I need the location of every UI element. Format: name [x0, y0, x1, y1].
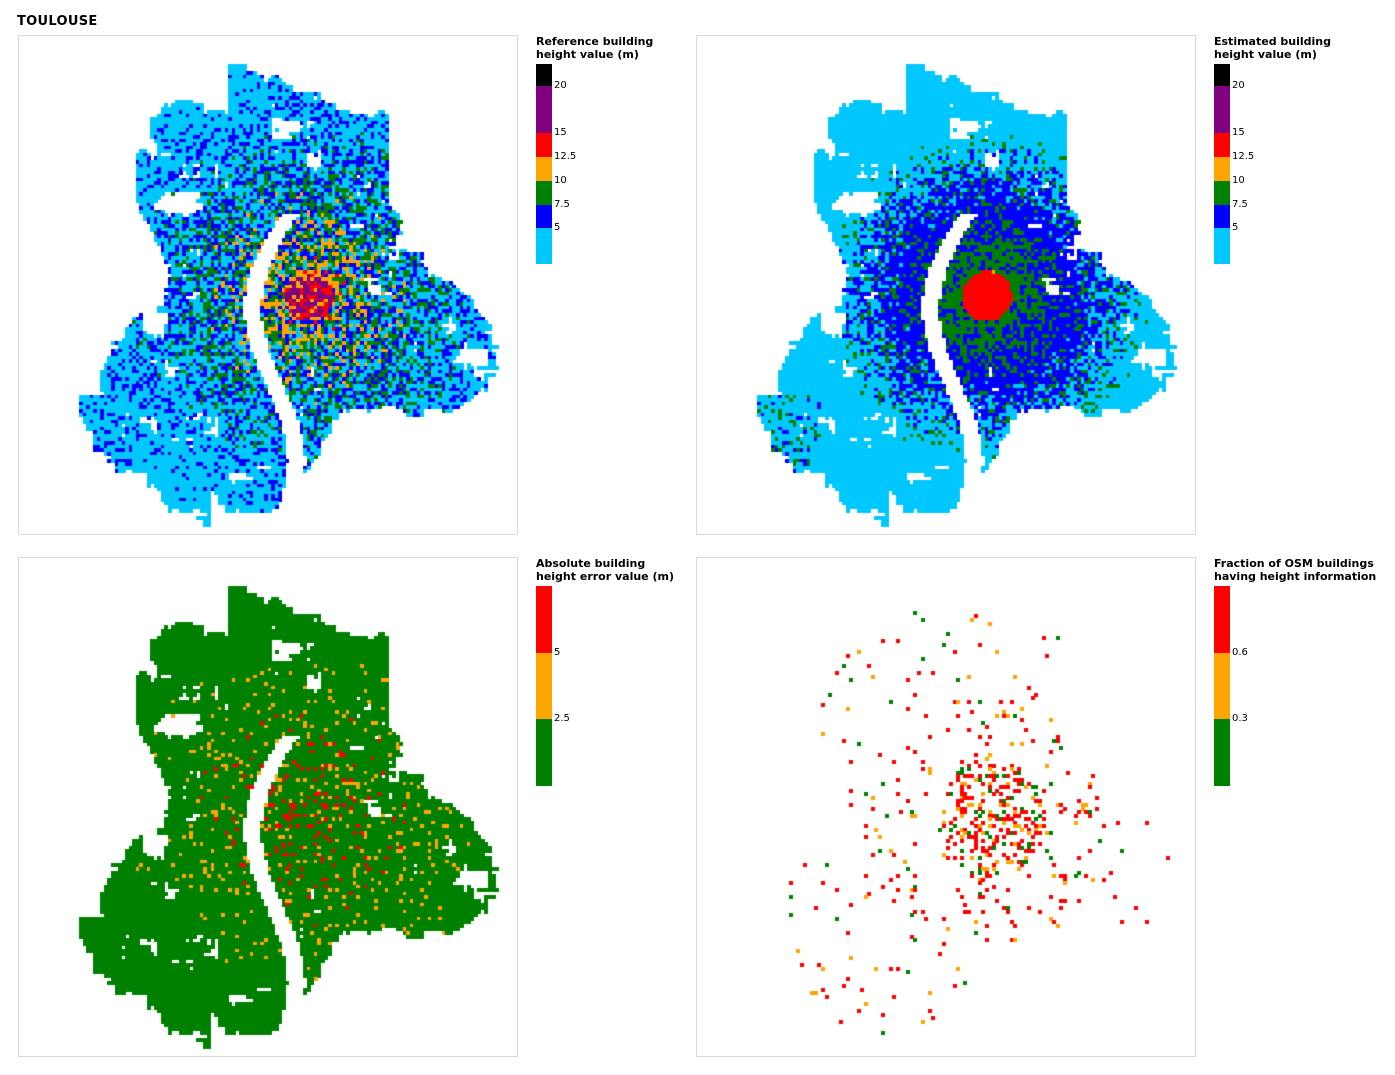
colorbar-tick-label: 0.6 [1232, 647, 1248, 658]
colorbar-segment [1214, 157, 1230, 181]
colorbar-segment [536, 157, 552, 181]
colorbar-tick-label: 12.5 [1232, 151, 1255, 162]
colorbar-tick-label: 10 [554, 175, 567, 186]
colorbar-reference: 5 7.5 10 12.5 15 20 [536, 64, 576, 264]
colorbar-estimated: 5 7.5 10 12.5 15 20 [1214, 64, 1254, 264]
colorbar-tick-label: 10 [1232, 175, 1245, 186]
legend-title-osm: Fraction of OSM buildings having height … [1214, 557, 1376, 583]
legend-title-reference: Reference building height value (m) [536, 35, 653, 61]
map-panel-osm[interactable] [696, 557, 1196, 1057]
estimated-height-map[interactable] [697, 36, 1195, 534]
colorbar-segment [536, 228, 552, 264]
legend-title-line: having height information [1214, 570, 1377, 583]
legend-title-line: Reference building [536, 35, 654, 48]
legend-title-line: height value (m) [536, 48, 639, 61]
legend-title-line: height value (m) [1214, 48, 1317, 61]
colorbar-segment [1214, 181, 1230, 205]
colorbar-tick-label: 5 [554, 647, 561, 658]
colorbar-segment [1214, 228, 1230, 264]
colorbar-tick-label: 7.5 [554, 199, 570, 210]
legend-title-estimated: Estimated building height value (m) [1214, 35, 1331, 61]
colorbar-segment [1214, 586, 1230, 653]
colorbar-segment [536, 64, 552, 86]
colorbar-tick-label: 2.5 [554, 713, 570, 724]
legend-title-line: height error value (m) [536, 570, 674, 583]
colorbar-segment [536, 205, 552, 228]
colorbar-segment [536, 719, 552, 786]
colorbar-tick-label: 15 [1232, 127, 1245, 138]
colorbar-tick-label: 5 [554, 222, 561, 233]
city-title: TOULOUSE [17, 14, 98, 29]
map-panel-estimated[interactable] [696, 35, 1196, 535]
colorbar-osm: 0.3 0.6 [1214, 586, 1248, 786]
colorbar-segment [536, 586, 552, 653]
legend-title-error: Absolute building height error value (m) [536, 557, 674, 583]
colorbar-tick-label: 20 [554, 80, 567, 91]
colorbar-tick-label: 0.3 [1232, 713, 1248, 724]
colorbar-segment [1214, 86, 1230, 133]
colorbar-segment [536, 133, 552, 157]
colorbar-segment [1214, 64, 1230, 86]
map-panel-reference[interactable] [18, 35, 518, 535]
colorbar-tick-label: 5 [1232, 222, 1239, 233]
colorbar-tick-label: 15 [554, 127, 567, 138]
legend-title-line: Estimated building [1214, 35, 1331, 48]
colorbar-segment [1214, 719, 1230, 786]
colorbar-segment [536, 653, 552, 719]
colorbar-segment [1214, 133, 1230, 157]
colorbar-tick-label: 12.5 [554, 151, 577, 162]
reference-height-map[interactable] [19, 36, 517, 534]
legend-title-line: Fraction of OSM buildings [1214, 557, 1374, 570]
colorbar-segment [536, 181, 552, 205]
colorbar-segment [1214, 205, 1230, 228]
colorbar-segment [1214, 653, 1230, 719]
height-error-map[interactable] [19, 558, 517, 1056]
colorbar-error: 2.5 5 [536, 586, 570, 786]
map-panel-error[interactable] [18, 557, 518, 1057]
legend-title-line: Absolute building [536, 557, 646, 570]
colorbar-tick-label: 7.5 [1232, 199, 1248, 210]
colorbar-segment [536, 86, 552, 133]
osm-fraction-map[interactable] [697, 558, 1195, 1056]
colorbar-tick-label: 20 [1232, 80, 1245, 91]
